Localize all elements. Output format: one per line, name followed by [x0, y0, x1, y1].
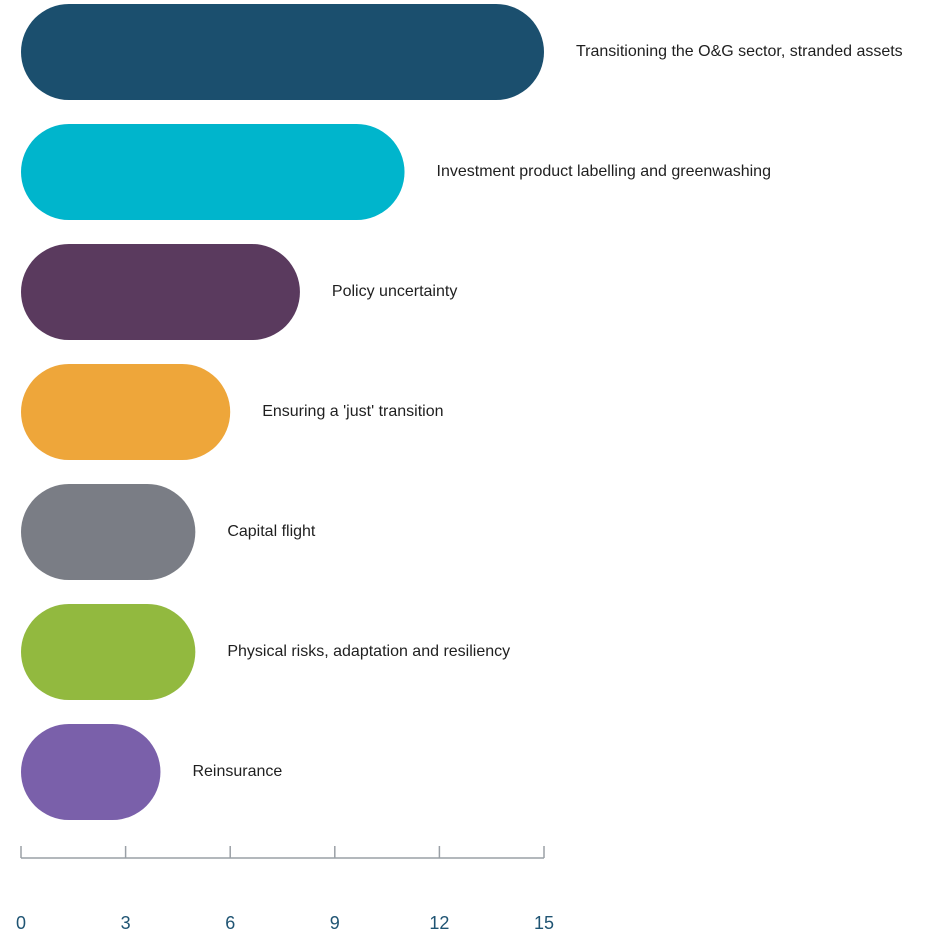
bar [21, 724, 160, 820]
x-tick-label: 0 [16, 913, 26, 933]
x-tick-label: 12 [429, 913, 449, 933]
bar-label: Physical risks, adaptation and resilienc… [227, 643, 510, 660]
x-tick-label: 9 [330, 913, 340, 933]
bar-label: Policy uncertainty [332, 283, 457, 300]
bar [21, 484, 195, 580]
bar [21, 364, 230, 460]
x-axis: 0 3 6 9 12 15 [16, 846, 554, 933]
bar-label: Investment product labelling and greenwa… [437, 163, 771, 180]
x-tick-label: 6 [225, 913, 235, 933]
bar-label: Transitioning the O&G sector, stranded a… [576, 43, 903, 60]
bar-label: Capital flight [227, 523, 316, 540]
bar [21, 604, 195, 700]
bar [21, 4, 544, 100]
x-tick-label: 15 [534, 913, 554, 933]
bar [21, 124, 405, 220]
bar-label: Ensuring a 'just' transition [262, 403, 443, 420]
x-tick-label: 3 [121, 913, 131, 933]
bars-group: Transitioning the O&G sector, stranded a… [21, 4, 903, 820]
bar-label: Reinsurance [192, 763, 282, 780]
bar [21, 244, 300, 340]
